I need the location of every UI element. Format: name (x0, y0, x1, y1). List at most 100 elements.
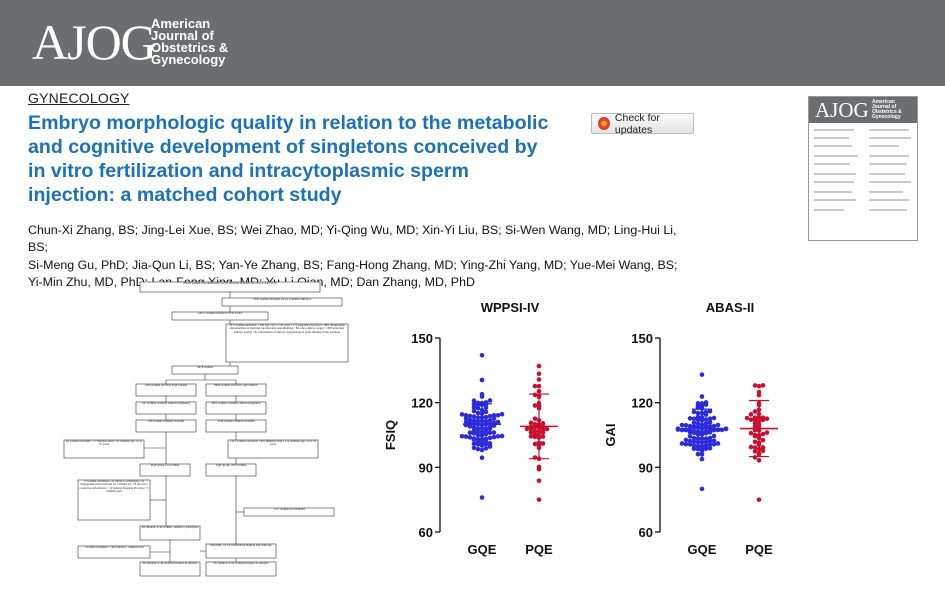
gqe-point (691, 435, 697, 441)
gqe-point (499, 433, 505, 439)
pqe-point (752, 415, 758, 420)
gqe-point (711, 441, 717, 447)
pqe-point (756, 458, 762, 463)
chart-title: ABAS-II (706, 300, 754, 315)
pqe-point (764, 430, 770, 435)
check-for-updates-button[interactable]: Check for updates (591, 111, 694, 136)
flowchart-box-text: 1315 women excluded: • 801 multiple birt… (230, 440, 316, 447)
gqe-point (707, 423, 713, 429)
gqe-point (475, 400, 481, 406)
gqe-point (467, 417, 473, 423)
gqe-point (471, 408, 477, 414)
gqe-point (691, 409, 697, 415)
flowchart-box-label: 1315 women excluded: • 801 multiple birt… (230, 440, 316, 447)
gqe-point (479, 391, 485, 397)
study-flowchart: 20044 women who underwent oocyte retriev… (63, 281, 349, 577)
title-line: Embryo morphologic quality in relation t… (28, 112, 549, 134)
flowchart-box (205, 383, 267, 397)
gqe-point (695, 401, 701, 406)
gqe-point (691, 416, 697, 422)
gqe-point (499, 411, 505, 417)
gqe-point (703, 417, 709, 422)
pqe-point (532, 383, 538, 389)
gqe-point (699, 452, 705, 457)
pqe-point (756, 497, 762, 502)
flowchart-box-label: 3128 women obtained livebirth (217, 420, 255, 423)
cover-text-line (869, 209, 907, 211)
pqe-point (760, 448, 766, 454)
y-tick-label: 120 (411, 396, 433, 411)
cover-text-line (814, 163, 850, 165)
gqe-point (487, 430, 493, 436)
gqe-point (687, 438, 693, 444)
gqe-point (683, 422, 689, 428)
check-for-updates-label: Check for updates (614, 111, 660, 136)
article-title: Embryo morphologic quality in relation t… (28, 111, 568, 207)
cover-logo: AJOG (815, 98, 869, 122)
journal-cover-thumbnail[interactable]: AJOG American Journal of Obstetrics & Gy… (808, 96, 918, 241)
gqe-point (471, 418, 477, 423)
journal-logo[interactable]: AJOG (32, 14, 157, 70)
flowchart-box (171, 365, 239, 375)
y-tick-label: 90 (419, 460, 433, 475)
chart-panel: WPPSI-IV 60 90 120 150 FSIQ GQE PQE (383, 300, 558, 557)
gqe-point (487, 418, 493, 423)
section-label[interactable]: GYNECOLOGY (28, 90, 130, 106)
x-tick-label: GQE (688, 542, 717, 557)
gqe-point (483, 414, 489, 420)
gqe-point (475, 405, 481, 411)
flowchart-box-label: 3833 women obtained clinical pregnancy (211, 402, 261, 405)
y-tick-label: 120 (631, 396, 653, 411)
flowchart-box (227, 439, 319, 459)
y-tick-label: 150 (631, 331, 653, 346)
cover-text-line (814, 145, 852, 147)
gqe-point (483, 431, 489, 437)
flowchart-box (135, 383, 197, 397)
gqe-point (475, 446, 481, 452)
gqe-point (471, 424, 477, 430)
pqe-point (764, 416, 770, 422)
flowchart-box-text: 62 women excluded: • 27 multiple birth •… (66, 440, 142, 446)
chart-panel: ABAS-II 60 90 120 150 GAI GQE PQE (603, 300, 778, 557)
flowchart-box-label: 1727 women not included (273, 508, 305, 511)
y-tick-label: 150 (411, 331, 433, 346)
gqe-point (479, 495, 485, 500)
flowchart-box-text: 20044 women who underwent oocyte retriev… (183, 282, 277, 285)
pqe-point (760, 437, 766, 443)
authors-line: Chun-Xi Zhang, BS; Jing-Lei Xue, BS; Wei… (28, 223, 677, 255)
gqe-point (471, 398, 477, 404)
flowchart-box-text: GQE group 1813 women (216, 464, 246, 467)
journal-name-line: Gynecology (151, 52, 226, 67)
gqe-point (483, 446, 489, 451)
pqe-point (536, 363, 542, 369)
cover-text-line (869, 155, 909, 157)
gqe-point (487, 424, 493, 430)
gqe-point (475, 426, 481, 431)
flowchart-box-label: 48 children of 48 women included in anal… (142, 562, 198, 565)
flowchart-box (205, 561, 277, 577)
flowchart-box-text: 1034 women received PQE transfer (144, 384, 188, 387)
gqe-point (703, 443, 709, 449)
gqe-point (723, 426, 729, 431)
journal-name-line: American (151, 16, 211, 31)
gqe-point (691, 439, 697, 444)
cover-name-line: Obstetrics & (872, 109, 902, 115)
pqe-point (532, 392, 538, 398)
pqe-point (748, 412, 754, 417)
flowchart-box-label: 2373 women excluded: • 490 age <20 or >4… (229, 324, 345, 334)
flowchart-box-text: 49 children of 49 women consent to parti… (142, 526, 199, 529)
flowchart-box (139, 561, 201, 577)
gqe-point (703, 421, 709, 426)
gqe-point (491, 430, 497, 435)
cover-text-line (814, 137, 849, 139)
flowchart-box-label: 1034 women received PQE transfer (144, 384, 188, 387)
y-tick-label: 60 (639, 525, 653, 540)
cover-text-line (869, 163, 907, 165)
y-axis-label: GAI (603, 423, 618, 446)
gqe-point (703, 439, 709, 445)
pqe-point (756, 383, 762, 389)
gqe-point (483, 418, 489, 424)
flowchart-box-label: 7993 women excluded for no available emb… (253, 298, 311, 301)
flowchart-box (171, 311, 269, 321)
journal-name-line: Obstetrics & (151, 40, 229, 55)
